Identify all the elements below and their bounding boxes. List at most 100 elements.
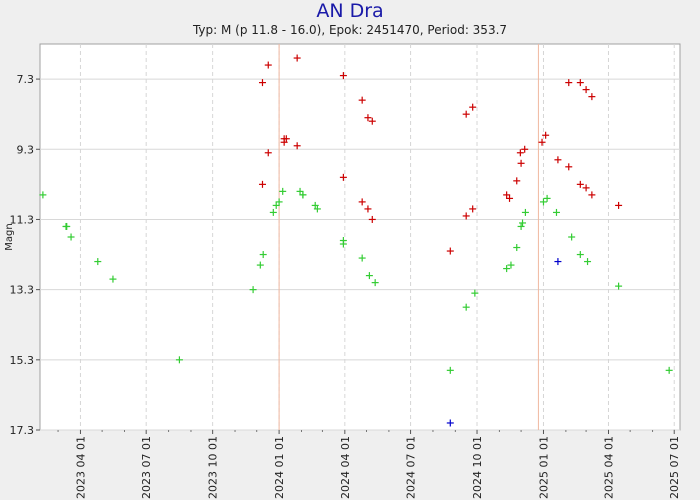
y-tick-label: 11.3 — [10, 213, 35, 226]
data-point — [264, 149, 272, 157]
data-point — [339, 72, 347, 80]
data-point — [576, 79, 584, 87]
data-point — [576, 180, 584, 188]
y-tick-label: 15.3 — [10, 354, 35, 367]
chart-subtitle: Typ: M (p 11.8 - 16.0), Epok: 2451470, P… — [192, 23, 508, 37]
data-point — [568, 233, 576, 241]
grid — [40, 44, 680, 431]
data-point — [588, 93, 596, 101]
data-point — [615, 201, 623, 209]
data-point — [364, 114, 372, 122]
y-axis: 7.3 9.3 11.3 13.3 15.3 17.3 — [10, 73, 40, 437]
data-point — [109, 275, 117, 283]
data-point — [517, 222, 525, 230]
data-point — [249, 286, 257, 294]
x-tick-label: 2025 04 01 — [602, 436, 615, 499]
data-point — [521, 208, 529, 216]
data-point — [542, 131, 550, 139]
data-point — [446, 419, 454, 427]
data-point — [543, 194, 551, 202]
x-axis: 2023 04 01 2023 07 01 2023 10 01 2024 01 01… — [57, 430, 681, 499]
data-point — [588, 191, 596, 199]
data-point — [517, 159, 525, 167]
data-point — [471, 289, 479, 297]
data-point — [462, 212, 470, 220]
data-point — [469, 103, 477, 111]
data-point — [259, 251, 267, 259]
data-point — [368, 117, 376, 125]
data-point — [364, 205, 372, 213]
y-tick-label: 13.3 — [10, 284, 35, 297]
data-point — [311, 201, 319, 209]
data-point — [264, 61, 272, 69]
data-point — [358, 254, 366, 262]
data-point — [258, 180, 266, 188]
data-point — [513, 177, 521, 185]
data-point — [365, 272, 373, 280]
x-tick-label: 2023 04 01 — [74, 436, 87, 499]
data-point — [503, 191, 511, 199]
data-point — [313, 205, 321, 213]
data-point — [67, 233, 75, 241]
data-point — [565, 163, 573, 171]
chart-title: AN Dra — [316, 0, 384, 22]
data-points — [39, 54, 673, 427]
vertical-markers — [278, 44, 539, 430]
data-point — [665, 366, 673, 374]
data-point — [358, 198, 366, 206]
data-point — [538, 138, 546, 146]
y-tick-label: 9.3 — [17, 143, 35, 156]
data-point — [576, 251, 584, 259]
data-point — [539, 198, 547, 206]
data-point — [368, 215, 376, 223]
data-point — [258, 79, 266, 87]
data-point — [282, 135, 290, 143]
data-point — [582, 184, 590, 192]
x-tick-label: 2023 07 01 — [140, 436, 153, 499]
x-tick-label: 2024 10 01 — [471, 436, 484, 499]
data-point — [299, 191, 307, 199]
data-point — [582, 86, 590, 94]
x-tick-label: 2024 01 01 — [273, 436, 286, 499]
y-tick-label: 7.3 — [17, 73, 35, 86]
data-point — [565, 79, 573, 87]
data-point — [39, 191, 47, 199]
x-tick-label: 2024 04 01 — [339, 436, 352, 499]
data-point — [521, 145, 529, 153]
data-point — [339, 173, 347, 181]
data-point — [272, 201, 280, 209]
data-point — [554, 156, 562, 164]
data-point — [507, 261, 515, 269]
data-point — [446, 247, 454, 255]
data-point — [584, 258, 592, 266]
x-tick-label: 2025 01 01 — [537, 436, 550, 499]
x-tick-label: 2024 07 01 — [405, 436, 418, 499]
data-point — [513, 244, 521, 252]
data-point — [371, 279, 379, 287]
data-point — [269, 208, 277, 216]
data-point — [615, 282, 623, 290]
data-point — [279, 187, 287, 195]
x-tick-label: 2025 07 01 — [668, 436, 681, 499]
data-point — [503, 265, 511, 273]
data-point — [462, 303, 470, 311]
plot-area — [39, 43, 681, 431]
data-point — [293, 142, 301, 150]
data-point — [462, 110, 470, 118]
data-point — [506, 194, 514, 202]
data-point — [256, 261, 264, 269]
data-point — [358, 96, 366, 104]
data-point — [446, 366, 454, 374]
data-point — [339, 240, 347, 248]
data-point — [516, 149, 524, 157]
data-point — [552, 208, 560, 216]
y-axis-label: Magn — [4, 223, 15, 250]
data-point — [63, 222, 71, 230]
data-point — [280, 138, 288, 146]
data-point — [519, 219, 527, 227]
data-point — [94, 258, 102, 266]
data-point — [293, 54, 301, 62]
x-tick-label: 2023 10 01 — [207, 436, 220, 499]
y-tick-label: 17.3 — [10, 424, 35, 437]
